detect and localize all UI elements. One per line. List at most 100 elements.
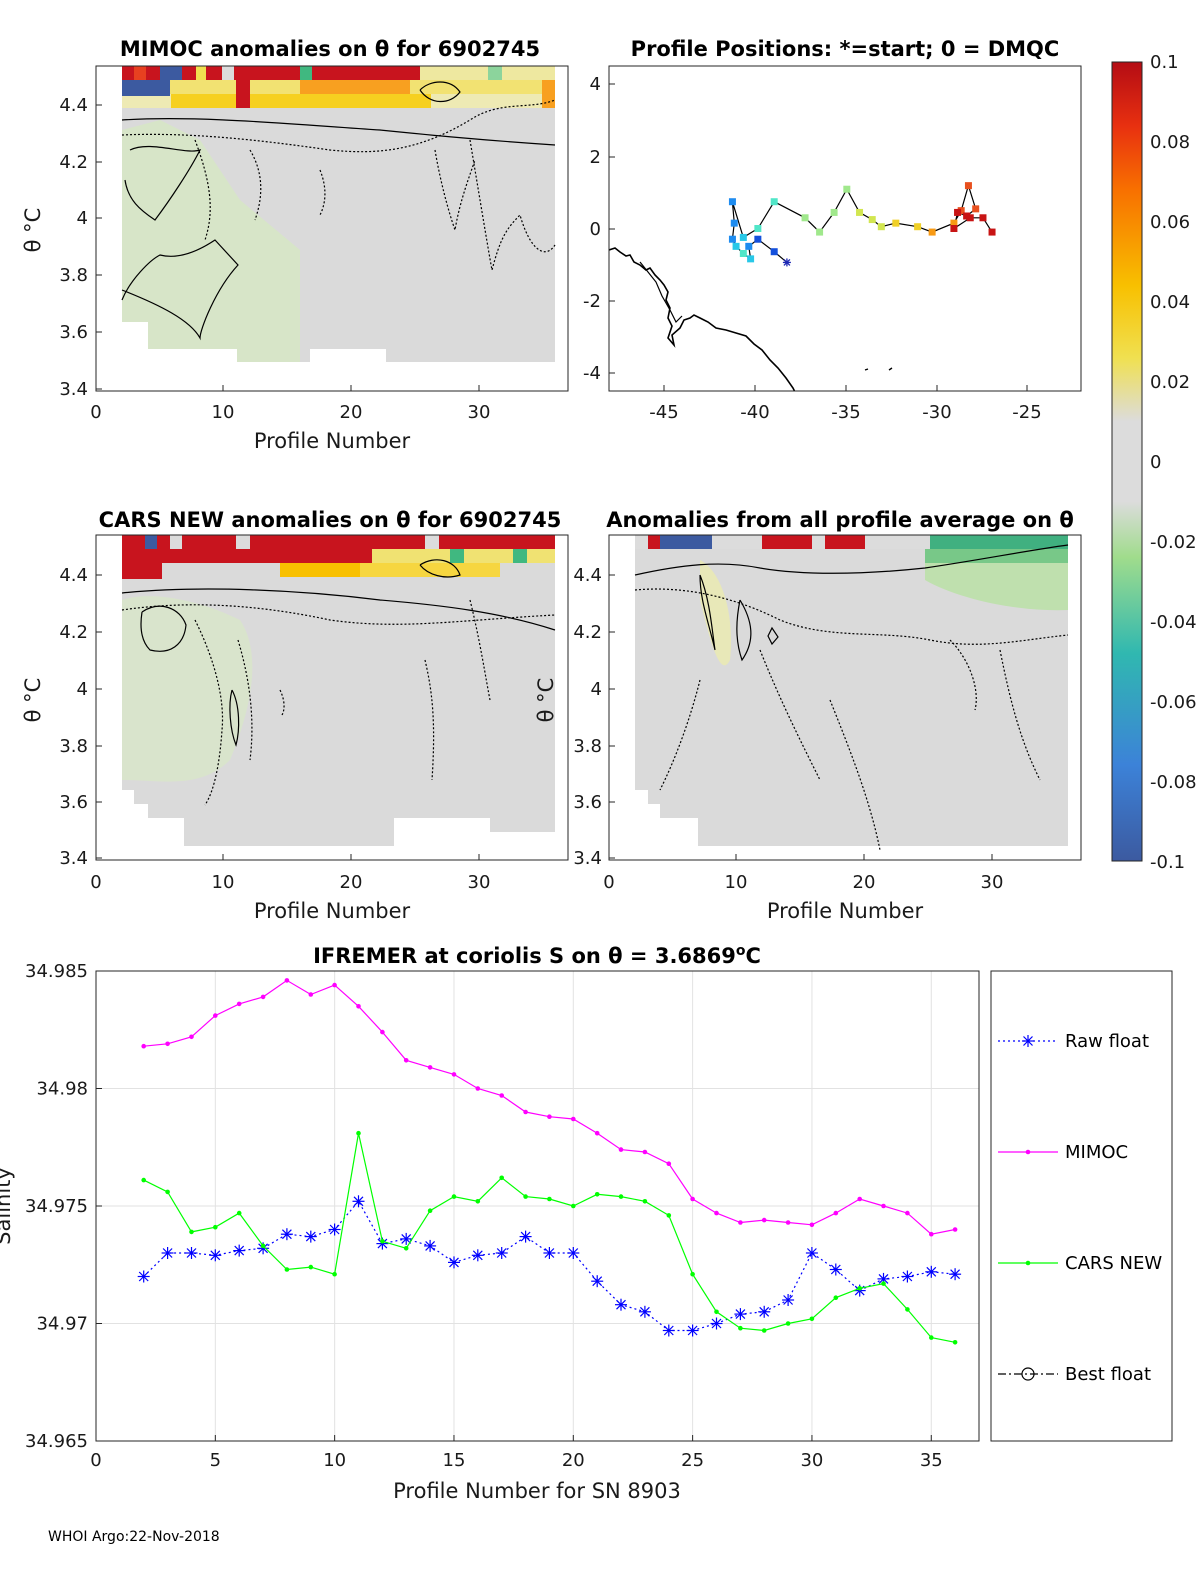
x-tick-label: -35: [831, 402, 860, 423]
salinity-title: IFREMER at coriolis S on θ = 3.6869oC: [313, 943, 761, 968]
data-point-mimoc: [929, 1231, 934, 1237]
data-point-cars-new: [929, 1335, 934, 1340]
data-point-mimoc: [236, 1001, 242, 1007]
cars-x-ticks: 0 10 20 30: [90, 854, 490, 893]
data-point-cars-new: [403, 1246, 409, 1251]
data-point-cars-new: [857, 1286, 862, 1291]
track-point: [754, 225, 762, 232]
x-tick-label: -25: [1012, 402, 1041, 423]
y-tick-label: 3.6: [59, 322, 88, 343]
y-tick-label: 4.2: [573, 622, 602, 643]
x-tick-label: 0: [90, 1450, 101, 1471]
y-tick-label: 4: [77, 679, 88, 700]
x-tick-label: 35: [920, 1450, 943, 1471]
data-point-cars-new: [714, 1309, 719, 1315]
salinity-grid: [95, 970, 979, 1442]
data-point-mimoc: [714, 1210, 719, 1216]
data-point-cars-new: [571, 1203, 576, 1209]
y-tick-label: 3.6: [573, 792, 602, 813]
data-point-cars-new: [666, 1213, 672, 1218]
track-point: [770, 248, 778, 256]
salinity-title-unit: C: [746, 944, 761, 968]
y-tick-label: 34.985: [25, 961, 88, 982]
track-point: [801, 214, 809, 222]
track-point: [988, 228, 996, 236]
colorbar-tick-label: 0.02: [1150, 372, 1190, 393]
mimoc-title: MIMOC anomalies on θ for 6902745: [120, 37, 540, 61]
series-line-mimoc: [143, 979, 956, 1235]
data-point-raw-float: [758, 1305, 771, 1318]
x-tick-label: 15: [443, 1450, 466, 1471]
data-point-mimoc: [380, 1029, 385, 1035]
x-tick-label: 5: [210, 1450, 221, 1471]
data-point-mimoc: [857, 1196, 862, 1202]
data-point-cars-new: [809, 1316, 815, 1322]
data-point-mimoc: [427, 1065, 433, 1070]
data-point-raw-float: [352, 1195, 365, 1208]
colorbar-tick-label: 0.1: [1150, 52, 1179, 73]
data-point-raw-float: [615, 1298, 627, 1311]
data-point-mimoc: [761, 1217, 767, 1223]
data-point-mimoc: [308, 992, 314, 997]
y-tick-label: 3.8: [59, 265, 88, 286]
legend-label-mimoc: MIMOC: [1065, 1142, 1128, 1163]
x-tick-label: 0: [90, 402, 101, 423]
legend-marker-raw-float: [1022, 1035, 1034, 1047]
data-point-raw-float: [448, 1256, 460, 1269]
data-point-cars-new: [236, 1210, 242, 1216]
data-point-mimoc: [403, 1058, 409, 1063]
avg-title: Anomalies from all profile average on θ: [606, 508, 1074, 532]
series-mimoc: [141, 978, 958, 1237]
colorbar-tick-label: -0.04: [1150, 612, 1197, 633]
x-tick-label: 30: [981, 872, 1004, 893]
track-point: [728, 198, 736, 206]
x-tick-label: 20: [853, 872, 876, 893]
cars-panel: CARS NEW anomalies on θ for 6902745: [21, 508, 569, 923]
data-point-mimoc: [213, 1013, 218, 1018]
y-tick-label: 34.98: [36, 1079, 88, 1100]
avg-panel: Anomalies from all profile average on θ: [534, 508, 1082, 923]
salinity-series: [137, 978, 962, 1345]
y-tick-label: 3.4: [59, 379, 88, 400]
data-point-mimoc: [618, 1147, 624, 1152]
avg-dotted-contours: [634, 588, 1069, 851]
y-tick-label: 4.2: [59, 622, 88, 643]
y-tick-label: 4: [77, 208, 88, 229]
data-point-cars-new: [785, 1321, 791, 1326]
float-track: [728, 182, 996, 267]
track-point: [730, 219, 738, 227]
colorbar-tick-label: -0.02: [1150, 532, 1197, 553]
track-point: [979, 214, 987, 222]
positions-title: Profile Positions: *=start; 0 = DMQC: [631, 37, 1060, 61]
salinity-x-label: Profile Number for SN 8903: [393, 1479, 681, 1503]
series-line-cars-new: [143, 1133, 956, 1343]
data-point-raw-float: [304, 1230, 317, 1243]
track-point: [954, 208, 962, 216]
data-point-raw-float: [400, 1232, 413, 1245]
x-tick-label: 25: [681, 1450, 704, 1471]
track-point: [739, 233, 747, 241]
data-point-mimoc: [785, 1220, 791, 1225]
data-point-cars-new: [451, 1194, 457, 1199]
y-tick-label: -4: [583, 363, 601, 384]
data-point-cars-new: [260, 1243, 266, 1249]
track-point: [816, 228, 824, 236]
legend-marker-cars-new: [1025, 1260, 1031, 1266]
data-point-cars-new: [738, 1325, 743, 1331]
data-point-cars-new: [427, 1208, 433, 1213]
data-point-raw-float: [805, 1247, 818, 1259]
cars-heatmap: [122, 535, 555, 846]
y-tick-label: 0: [590, 219, 601, 240]
track-point: [914, 223, 922, 231]
colorbar-tick-label: -0.06: [1150, 692, 1197, 713]
data-point-cars-new: [690, 1271, 695, 1277]
x-tick-label: 10: [212, 402, 235, 423]
cars-y-ticks: 4.4 4.2 4 3.8 3.6 3.4: [59, 565, 102, 869]
data-point-raw-float: [424, 1239, 437, 1252]
legend-entry-mimoc: MIMOC: [998, 1142, 1128, 1163]
avg-y-ticks: 4.4 4.2 4 3.8 3.6 3.4: [573, 565, 615, 869]
data-point-raw-float: [161, 1247, 174, 1259]
data-point-cars-new: [952, 1340, 958, 1345]
data-point-raw-float: [280, 1228, 293, 1241]
